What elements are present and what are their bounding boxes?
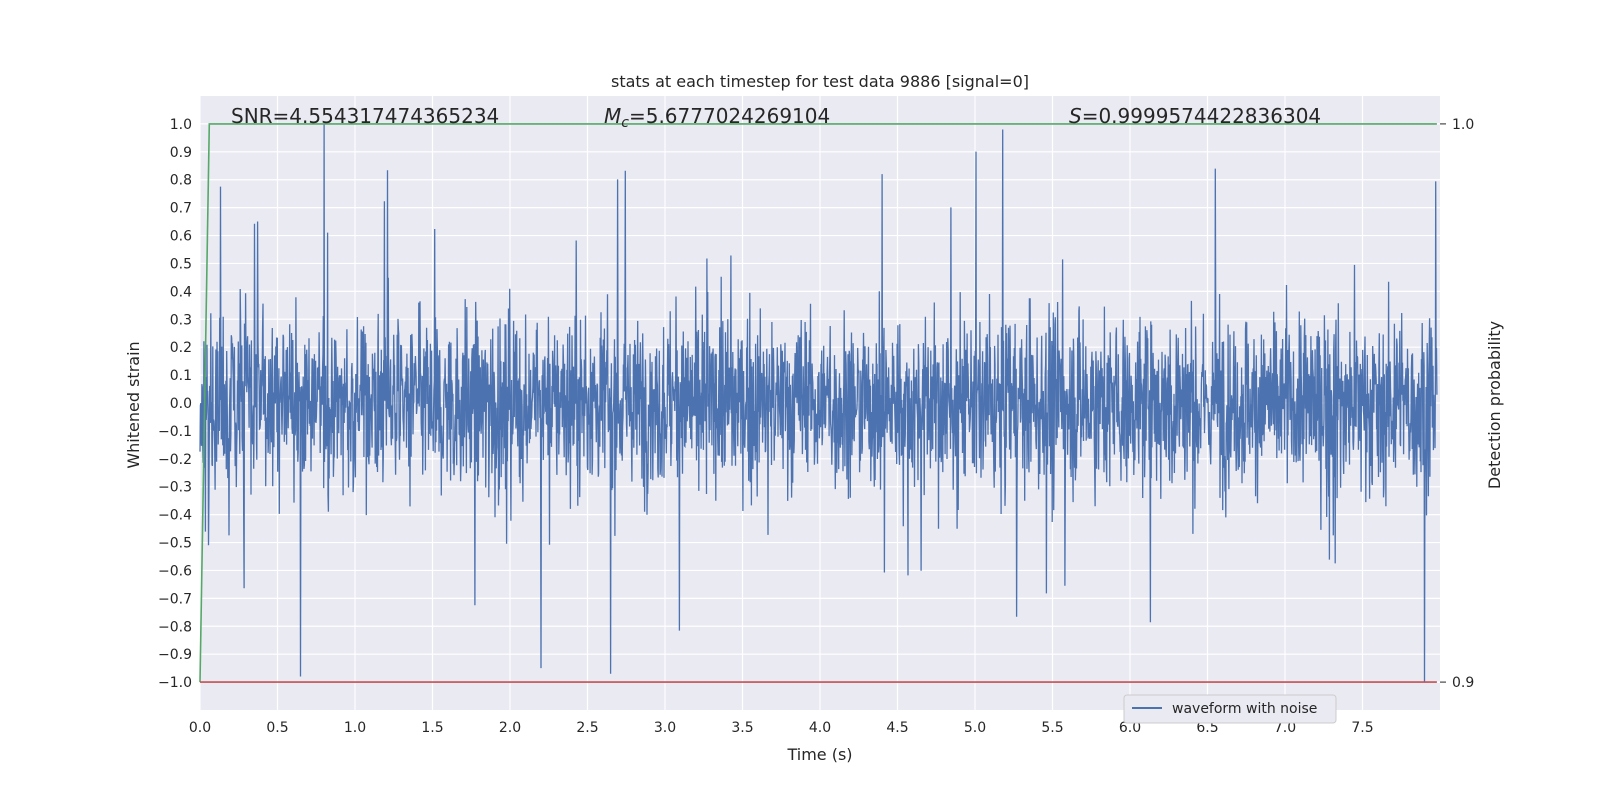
x-tick-label: 1.0 bbox=[344, 720, 366, 736]
y-axis-ticks: 1.0 0.9 0.8 0.7 0.6 0.5 0.4 0.3 0.2 0.1 0.0 −0.1 −0.… bbox=[158, 117, 192, 691]
chart-title: stats at each timestep for test data 988… bbox=[611, 72, 1029, 91]
y-tick-label: 0.7 bbox=[170, 201, 192, 217]
y-tick-label: 0.6 bbox=[170, 229, 192, 245]
x-tick-label: 5.5 bbox=[1041, 720, 1063, 736]
legend-label: waveform with noise bbox=[1172, 701, 1317, 717]
annotation-snr: SNR=4.554317474365234 bbox=[231, 104, 499, 128]
series-waveform-with-noise bbox=[199, 123, 1438, 683]
series-detection-probability bbox=[199, 123, 1437, 683]
y-tick-label: 0.4 bbox=[170, 284, 192, 300]
y-tick-label: −0.9 bbox=[158, 647, 192, 663]
y-tick-label: −0.7 bbox=[158, 591, 192, 607]
probability-path bbox=[199, 123, 1437, 683]
y-tick-label: −0.2 bbox=[158, 452, 192, 468]
x-tick-label: 3.0 bbox=[654, 720, 676, 736]
y-tick-label: −0.8 bbox=[158, 619, 192, 635]
legend: waveform with noise bbox=[1123, 694, 1337, 724]
y-tick-label: −1.0 bbox=[158, 675, 192, 691]
annotation-s-symbol: S bbox=[1069, 104, 1082, 128]
x-tick-label: 6.5 bbox=[1196, 720, 1218, 736]
x-tick-label: 3.5 bbox=[731, 720, 753, 736]
x-tick-label: 7.0 bbox=[1274, 720, 1296, 736]
y2-tick-label: 1.0 bbox=[1452, 117, 1474, 133]
y-tick-label: 0.3 bbox=[170, 312, 192, 328]
y-axis-label: Whitened strain bbox=[124, 341, 143, 468]
y-tick-label: −0.4 bbox=[158, 508, 192, 524]
x-tick-label: 2.5 bbox=[576, 720, 598, 736]
x-tick-label: 5.0 bbox=[964, 720, 986, 736]
y2-axis-ticks: 1.0 0.9 bbox=[1440, 117, 1474, 691]
y2-axis-label: Detection probability bbox=[1485, 321, 1504, 489]
y-tick-label: −0.5 bbox=[158, 536, 192, 552]
x-tick-label: 4.5 bbox=[886, 720, 908, 736]
y-tick-label: 0.9 bbox=[170, 145, 192, 161]
x-tick-label: 4.0 bbox=[809, 720, 831, 736]
y-tick-label: 0.5 bbox=[170, 256, 192, 272]
y-tick-label: 0.8 bbox=[170, 173, 192, 189]
y-tick-label: −0.3 bbox=[158, 480, 192, 496]
annotation-mc-sub: c bbox=[621, 115, 629, 131]
annotation-s: S=0.9999574422836304 bbox=[1069, 104, 1321, 128]
annotation-mc-value: =5.6777024269104 bbox=[629, 104, 830, 128]
annotation-mc-symbol: M bbox=[604, 104, 621, 128]
x-tick-label: 1.5 bbox=[421, 720, 443, 736]
x-axis-ticks: 0.0 0.5 1.0 1.5 2.0 2.5 3.0 3.5 4.0 4.5 5.0 5.5 6.0 6… bbox=[189, 720, 1374, 736]
annotation-mc: Mc=5.6777024269104 bbox=[604, 104, 830, 131]
y-tick-label: 1.0 bbox=[170, 117, 192, 133]
x-tick-label: 0.5 bbox=[266, 720, 288, 736]
x-tick-label: 0.0 bbox=[189, 720, 211, 736]
x-tick-label: 6.0 bbox=[1119, 720, 1141, 736]
x-tick-label: 2.0 bbox=[499, 720, 521, 736]
y-tick-label: 0.2 bbox=[170, 340, 192, 356]
annotation-s-value: =0.9999574422836304 bbox=[1082, 104, 1321, 128]
y2-tick-label: 0.9 bbox=[1452, 675, 1474, 691]
x-tick-label: 7.5 bbox=[1351, 720, 1373, 736]
y-tick-label: −0.1 bbox=[158, 424, 192, 440]
y-tick-label: 0.1 bbox=[170, 368, 192, 384]
waveform-path bbox=[199, 123, 1438, 683]
x-axis-label: Time (s) bbox=[786, 745, 852, 764]
y-tick-label: 0.0 bbox=[170, 396, 192, 412]
legend-box bbox=[1123, 694, 1337, 724]
y-tick-label: −0.6 bbox=[158, 563, 192, 579]
